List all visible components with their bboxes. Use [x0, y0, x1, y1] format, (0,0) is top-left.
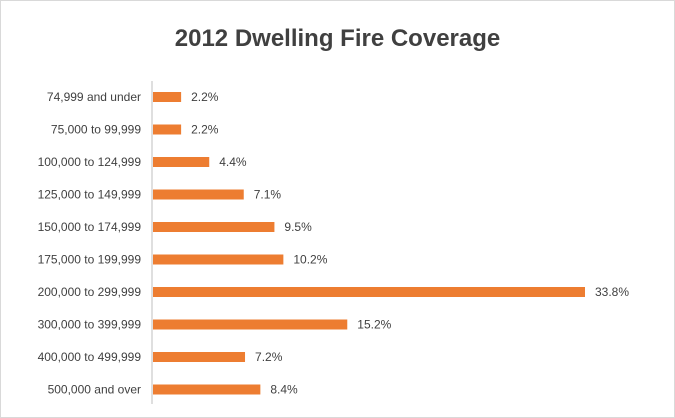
- category-label: 74,999 and under: [47, 90, 141, 104]
- category-label: 400,000 to 499,999: [38, 350, 142, 364]
- category-label: 200,000 to 299,999: [38, 285, 142, 299]
- bar: [153, 254, 284, 265]
- bar: [153, 157, 210, 167]
- data-label: 15.2%: [357, 318, 391, 332]
- category-label: 175,000 to 199,999: [38, 253, 142, 267]
- category-label: 125,000 to 149,999: [38, 188, 142, 202]
- category-label: 500,000 and over: [48, 383, 141, 397]
- category-label: 300,000 to 399,999: [38, 318, 142, 332]
- data-label: 4.4%: [219, 155, 247, 169]
- chart-title: 2012 Dwelling Fire Coverage: [174, 25, 501, 52]
- data-label: 2.2%: [191, 90, 219, 104]
- bar: [153, 222, 275, 232]
- bar: [153, 189, 244, 200]
- category-label: 150,000 to 174,999: [38, 220, 142, 234]
- data-label: 2.2%: [191, 123, 219, 137]
- data-label: 7.1%: [254, 188, 282, 202]
- bar: [153, 124, 182, 135]
- bar: [153, 352, 246, 362]
- category-label: 100,000 to 124,999: [38, 155, 142, 169]
- category-label: 75,000 to 99,999: [51, 123, 141, 137]
- data-label: 8.4%: [270, 383, 298, 397]
- bar: [153, 92, 182, 102]
- bar: [153, 384, 261, 395]
- data-label: 9.5%: [284, 220, 312, 234]
- bar: [153, 287, 585, 297]
- data-label: 10.2%: [293, 253, 327, 267]
- data-label: 7.2%: [255, 350, 283, 364]
- bar: [153, 319, 348, 330]
- data-label: 33.8%: [595, 285, 629, 299]
